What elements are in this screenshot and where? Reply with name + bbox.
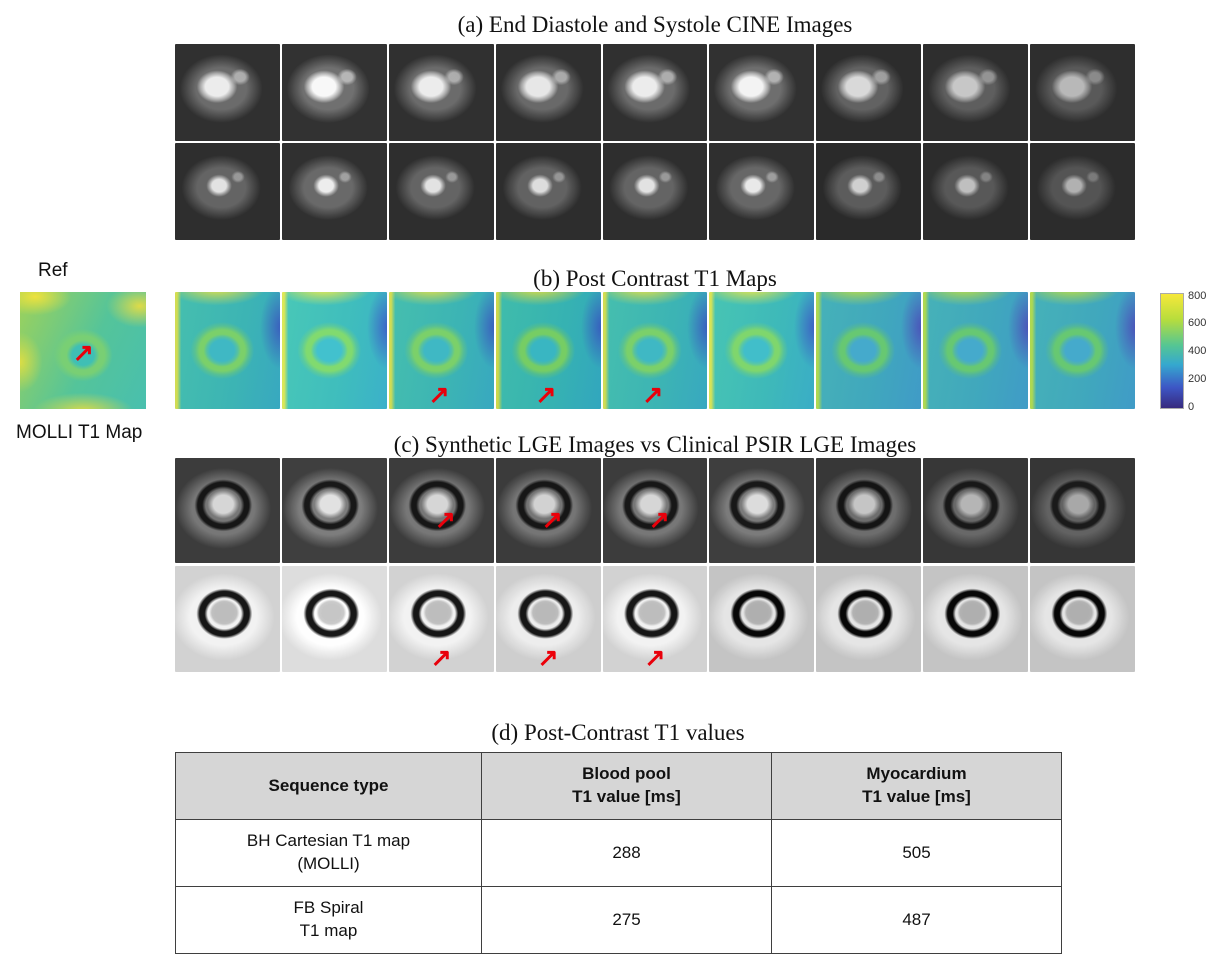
psir-lge-image xyxy=(709,566,815,672)
red-arrow-icon: ↗ xyxy=(72,339,94,368)
cine-image xyxy=(602,44,708,141)
cine-image xyxy=(175,44,280,141)
red-arrow-icon: ↗ xyxy=(642,381,664,409)
t1-map-row: ↗ ↗ ↗ xyxy=(175,292,1135,409)
t1-map-image xyxy=(1030,292,1135,409)
cine-image xyxy=(495,44,601,141)
psir-lge-image xyxy=(816,566,922,672)
psir-lge-image: ↗ xyxy=(495,566,601,672)
synthetic-lge-image xyxy=(709,458,815,563)
synthetic-lge-image: ↗ xyxy=(495,458,601,563)
t1-values-table: Sequence type Blood pool T1 value [ms] M… xyxy=(175,752,1062,954)
red-arrow-icon: ↗ xyxy=(428,381,450,409)
cine-image xyxy=(709,143,815,240)
t1-map-image xyxy=(281,292,387,409)
cell-text: (MOLLI) xyxy=(297,854,360,873)
cine-image xyxy=(1030,143,1135,240)
colorbar-tick: 400 xyxy=(1188,345,1207,357)
psir-lge-image xyxy=(281,566,387,672)
cine-image xyxy=(495,143,601,240)
synthetic-lge-image xyxy=(1030,458,1135,563)
cell-text: BH Cartesian T1 map xyxy=(246,831,411,851)
cine-image xyxy=(923,143,1029,240)
cine-image xyxy=(709,44,815,141)
red-arrow-icon: ↗ xyxy=(434,506,456,535)
red-arrow-icon: ↗ xyxy=(648,506,670,535)
cine-image xyxy=(602,143,708,240)
synthetic-lge-image xyxy=(175,458,280,563)
cine-image xyxy=(281,143,387,240)
table-row: FB Spiral T1 map 275 487 xyxy=(175,886,1062,954)
table-row: BH Cartesian T1 map (MOLLI) 288 505 xyxy=(175,819,1062,887)
colorbar-tick: 200 xyxy=(1188,373,1207,385)
synthetic-lge-image: ↗ xyxy=(388,458,494,563)
cine-image xyxy=(388,44,494,141)
cell-text: T1 map xyxy=(299,921,358,940)
psir-lge-image xyxy=(923,566,1029,672)
red-arrow-icon: ↗ xyxy=(430,644,452,672)
psir-lge-image: ↗ xyxy=(602,566,708,672)
panel-d-title: (d) Post-Contrast T1 values xyxy=(491,720,745,745)
t1-map-image: ↗ xyxy=(602,292,708,409)
synthetic-lge-image xyxy=(923,458,1029,563)
table-header-row: Sequence type Blood pool T1 value [ms] M… xyxy=(175,752,1062,820)
cine-image xyxy=(1030,44,1135,141)
t1-map-image xyxy=(816,292,922,409)
col-header-blood-pool: Blood pool T1 value [ms] xyxy=(481,752,772,820)
psir-lge-image xyxy=(175,566,280,672)
panel-b-title: (b) Post Contrast T1 Maps xyxy=(533,266,777,291)
cine-image xyxy=(816,143,922,240)
header-text: T1 value [ms] xyxy=(862,787,971,806)
cell-text: FB Spiral xyxy=(293,898,364,918)
cine-image xyxy=(923,44,1029,141)
col-header-sequence-type: Sequence type xyxy=(175,752,482,820)
red-arrow-icon: ↗ xyxy=(535,381,557,409)
ref-label: Ref xyxy=(38,260,68,281)
sequence-name-cell: BH Cartesian T1 map (MOLLI) xyxy=(175,819,482,887)
red-arrow-icon: ↗ xyxy=(644,644,666,672)
red-arrow-icon: ↗ xyxy=(541,506,563,535)
t1-colorbar xyxy=(1160,293,1184,409)
header-text: T1 value [ms] xyxy=(572,787,681,806)
cine-image xyxy=(175,143,280,240)
t1-map-image: ↗ xyxy=(495,292,601,409)
red-arrow-icon: ↗ xyxy=(537,644,559,672)
synthetic-lge-image xyxy=(816,458,922,563)
header-text: Sequence type xyxy=(268,775,389,795)
psir-lge-image xyxy=(1030,566,1135,672)
cine-image xyxy=(281,44,387,141)
psir-lge-row: ↗ ↗ ↗ xyxy=(175,566,1135,672)
colorbar-tick: 600 xyxy=(1188,317,1207,329)
colorbar-tick: 0 xyxy=(1188,401,1195,413)
colorbar-tick: 800 xyxy=(1188,290,1207,302)
cine-image xyxy=(816,44,922,141)
blood-pool-value-cell: 275 xyxy=(481,886,772,954)
sequence-name-cell: FB Spiral T1 map xyxy=(175,886,482,954)
header-text: Blood pool xyxy=(582,764,671,784)
synthetic-lge-row: ↗ ↗ ↗ xyxy=(175,458,1135,563)
panel-c-title: (c) Synthetic LGE Images vs Clinical PSI… xyxy=(393,432,917,457)
t1-map-image xyxy=(709,292,815,409)
myocardium-value-cell: 505 xyxy=(771,819,1062,887)
myocardium-value-cell: 487 xyxy=(771,886,1062,954)
cine-image xyxy=(388,143,494,240)
molli-map-label: MOLLI T1 Map xyxy=(16,422,143,443)
col-header-myocardium: Myocardium T1 value [ms] xyxy=(771,752,1062,820)
molli-reference-t1-map: ↗ xyxy=(20,292,146,409)
cine-systole-row xyxy=(175,143,1135,240)
t1-map-image xyxy=(175,292,280,409)
header-text: Myocardium xyxy=(866,764,967,784)
blood-pool-value-cell: 288 xyxy=(481,819,772,887)
t1-map-image: ↗ xyxy=(388,292,494,409)
synthetic-lge-image: ↗ xyxy=(602,458,708,563)
t1-map-image xyxy=(923,292,1029,409)
cine-diastole-row xyxy=(175,44,1135,141)
psir-lge-image: ↗ xyxy=(388,566,494,672)
panel-a-title: (a) End Diastole and Systole CINE Images xyxy=(457,12,853,37)
synthetic-lge-image xyxy=(281,458,387,563)
